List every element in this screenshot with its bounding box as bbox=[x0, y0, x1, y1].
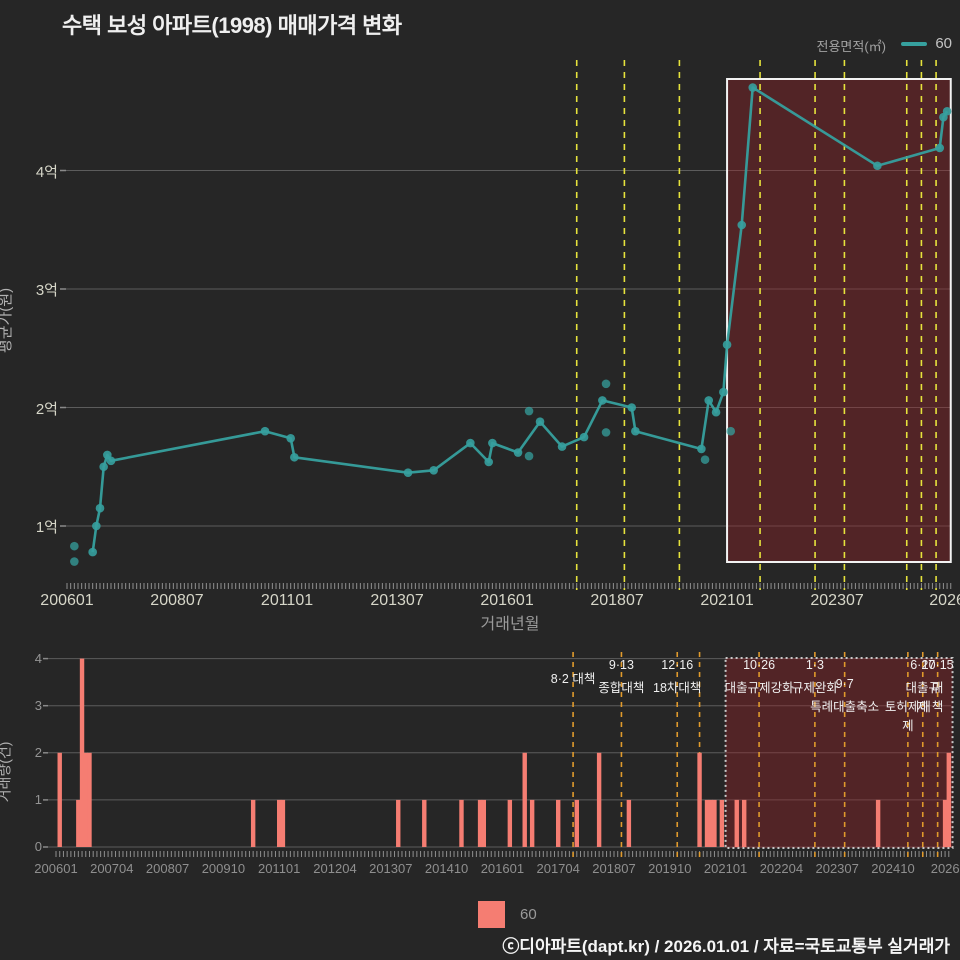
policy-label: 12·16 bbox=[661, 658, 694, 672]
volume-date-tick-label: 201601 bbox=[480, 861, 525, 876]
price-axis-tick-label: 4억 bbox=[35, 163, 58, 181]
legend-bar-swatch bbox=[478, 901, 505, 928]
legend-line-swatch bbox=[901, 42, 927, 46]
date-axis-tick-label: 2026 bbox=[929, 592, 960, 609]
volume-date-tick-label: 201204 bbox=[313, 861, 357, 876]
policy-label: 6·27 bbox=[910, 658, 936, 672]
volume-date-tick-label: 201101 bbox=[257, 861, 301, 876]
policy-label: 대책 bbox=[931, 681, 944, 714]
volume-date-tick-label: 201704 bbox=[536, 861, 580, 876]
policy-label: 10·26 bbox=[743, 658, 776, 672]
legend-bar-series-60: 60 bbox=[520, 906, 537, 923]
volume-date-tick-label: 201807 bbox=[592, 861, 636, 876]
date-axis-tick-label: 201307 bbox=[370, 592, 424, 609]
volume-date-tick-label: 201307 bbox=[369, 861, 413, 876]
policy-label: 10·15 bbox=[921, 658, 954, 672]
volume-date-tick-label: 20260 bbox=[930, 861, 960, 876]
date-axis-tick-label: 201601 bbox=[480, 592, 534, 609]
volume-axis-tick-label: 2 bbox=[34, 744, 42, 760]
price-axis-tick-label: 2억 bbox=[35, 400, 58, 418]
policy-label: 대출규제 bbox=[905, 681, 940, 714]
policy-label: 1·3 bbox=[805, 658, 824, 672]
date-axis-tick-label: 202101 bbox=[700, 592, 754, 609]
policy-label: 규제완화 bbox=[791, 681, 838, 695]
volume-date-tick-label: 201410 bbox=[424, 861, 469, 876]
policy-label: 대출규제강화 bbox=[724, 681, 794, 695]
policy-label: 토허제해제 bbox=[884, 700, 931, 733]
date-axis-tick-label: 201807 bbox=[590, 592, 644, 609]
volume-date-tick-label: 200704 bbox=[90, 861, 134, 876]
policy-label: 8·2 대책 bbox=[550, 671, 596, 686]
volume-axis-title: 거래량(건) bbox=[0, 741, 13, 803]
volume-date-tick-label: 202204 bbox=[759, 861, 804, 876]
price-axis-tick-label: 3억 bbox=[35, 282, 58, 299]
policy-label: 9·7 bbox=[835, 677, 854, 691]
volume-date-tick-label: 200910 bbox=[201, 861, 246, 876]
volume-date-tick-label: 202410 bbox=[871, 861, 915, 876]
volume-date-tick-label: 200601 bbox=[34, 861, 78, 876]
price-axis-tick-label: 1억 bbox=[35, 519, 58, 536]
page-title: 수택 보성 아파트(1998) 매매가격 변화 bbox=[62, 13, 402, 38]
policy-label: 9·13 bbox=[608, 658, 634, 672]
volume-date-tick-label: 201910 bbox=[648, 861, 692, 876]
price-axis-title: 평균가(원) bbox=[0, 287, 15, 354]
volume-date-tick-label: 202101 bbox=[703, 861, 748, 876]
policy-label: 18차대책 bbox=[653, 681, 702, 695]
source-credit: ⓒ디아파트(dapt.kr) / 2026.01.01 / 자료=국토교통부 실… bbox=[502, 937, 950, 956]
date-axis-tick-label: 201101 bbox=[260, 592, 314, 609]
legend-series-60: 60 bbox=[935, 35, 952, 52]
legend-area-label: 전용면적(㎡) bbox=[816, 39, 887, 54]
volume-axis-tick-label: 3 bbox=[34, 697, 42, 713]
date-axis-tick-label: 200601 bbox=[40, 592, 94, 609]
date-axis-tick-label: 200807 bbox=[150, 592, 204, 609]
volume-axis-tick-label: 4 bbox=[34, 650, 42, 666]
date-axis-title: 거래년월 bbox=[480, 616, 540, 633]
volume-axis-tick-label: 1 bbox=[34, 791, 42, 807]
policy-label: 특례대출축소 bbox=[810, 700, 880, 714]
volume-axis-tick-label: 0 bbox=[34, 839, 42, 854]
policy-label: 종합대책 bbox=[598, 681, 645, 695]
volume-date-tick-label: 202307 bbox=[815, 861, 859, 876]
date-axis-tick-label: 202307 bbox=[810, 592, 864, 609]
volume-date-tick-label: 200807 bbox=[145, 861, 190, 876]
